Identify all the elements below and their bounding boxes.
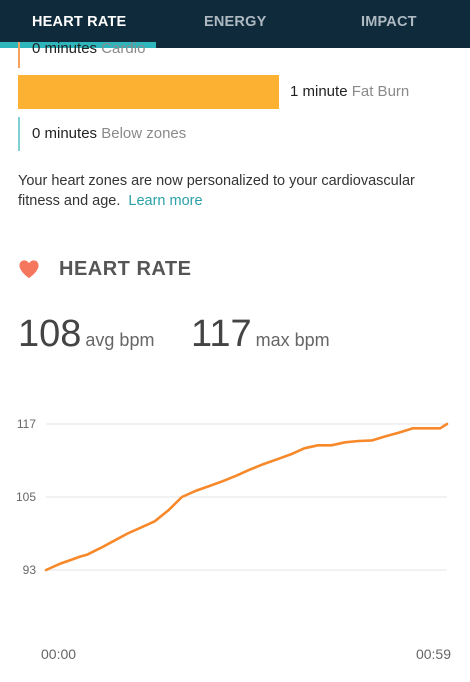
heart-icon (19, 260, 39, 279)
zone-cardio-label: Cardio (101, 40, 146, 57)
y-tick-label: 105 (16, 490, 36, 504)
y-tick-label: 93 (23, 563, 37, 577)
avg-bpm-unit: avg bpm (85, 330, 155, 350)
max-bpm-unit: max bpm (255, 330, 330, 350)
learn-more-link[interactable]: Learn more (128, 193, 203, 209)
tab-impact-label[interactable]: IMPACT (361, 14, 417, 30)
zone-cardio-text: 0 minutes Cardio (32, 39, 145, 59)
zones-info-text: Your heart zones are now personalized to… (18, 173, 415, 209)
zone-cardio-minutes: 0 minutes (32, 40, 98, 57)
max-bpm-value: 117 (191, 313, 252, 355)
zone-below-label: Below zones (101, 125, 187, 142)
max-bpm-stat: 117 max bpm (191, 313, 330, 356)
zone-fat-burn-bar (18, 75, 279, 109)
zone-fat-burn-minutes: 1 minute (290, 83, 348, 100)
zone-fat-burn-text: 1 minute Fat Burn (290, 82, 409, 102)
avg-bpm-value: 108 (18, 313, 82, 355)
tab-energy-label[interactable]: ENERGY (204, 14, 267, 30)
heart-rate-series-line (44, 422, 449, 572)
zone-below-minutes: 0 minutes (32, 125, 98, 142)
x-tick-label: 00:59 (416, 646, 451, 662)
y-tick-label: 117 (17, 417, 36, 431)
x-tick-label: 00:00 (41, 646, 76, 662)
active-tab-indicator (0, 42, 156, 48)
zones-info: Your heart zones are now personalized to… (18, 171, 438, 211)
zone-below-marker (18, 117, 20, 151)
zone-below-text: 0 minutes Below zones (32, 124, 186, 144)
avg-bpm-stat: 108 avg bpm (18, 313, 154, 356)
tab-heart-rate-label[interactable]: HEART RATE (32, 14, 127, 30)
zone-cardio-marker (18, 34, 20, 68)
zone-row-cardio: 0 minutes Cardio (18, 34, 458, 68)
heart-rate-title: HEART RATE (59, 258, 192, 280)
heart-rate-chart: 93 105 117 00:00 00:59 (16, 417, 451, 662)
zone-row-below: 0 minutes Below zones (18, 117, 458, 151)
zone-fat-burn-label: Fat Burn (351, 83, 410, 100)
